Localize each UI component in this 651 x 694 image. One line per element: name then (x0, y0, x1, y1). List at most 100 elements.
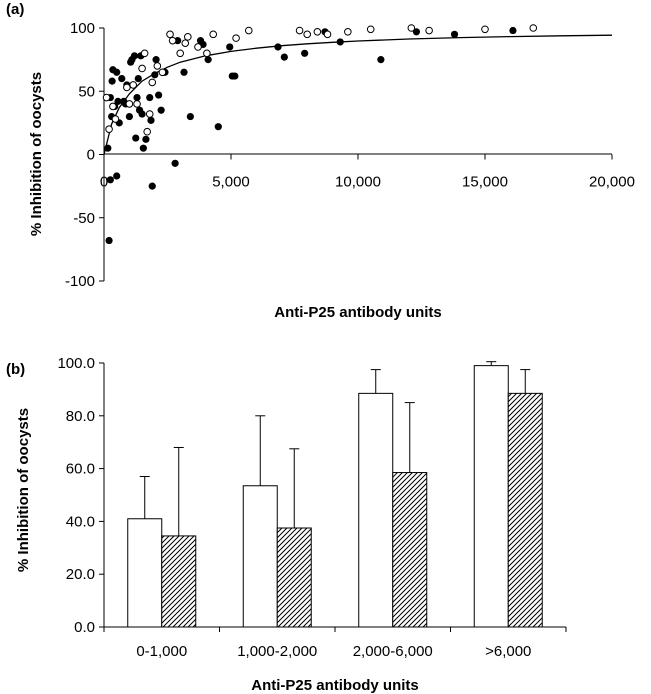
white-bar (358, 392, 394, 628)
filled-circle-point (301, 49, 309, 57)
open-circle-point (168, 36, 177, 45)
panel-b-category-label: >6,000 (485, 643, 531, 660)
filled-circle-point (125, 112, 133, 121)
panel-b-category-label: 2,000-6,000 (353, 643, 433, 660)
filled-circle-point (412, 28, 421, 36)
panel-b-x-axis-label: Anti-P25 antibody units (251, 677, 419, 694)
panel-a-y-tick-label: 100 (70, 20, 95, 37)
open-circle-point (209, 30, 218, 39)
filled-circle-point (377, 56, 385, 64)
filled-circle-point (147, 116, 155, 124)
panel-a-x-tick-label: 0 (100, 174, 108, 191)
open-circle-point (303, 30, 312, 39)
open-circle-point (148, 78, 157, 87)
open-circle-point (143, 127, 151, 136)
panel-b-y-tick-label: 60.0 (66, 461, 95, 478)
filled-circle-point (509, 26, 517, 35)
open-circle-point (176, 49, 184, 58)
open-circle-point (138, 64, 146, 73)
open-circle-point (145, 110, 154, 118)
filled-circle-point (106, 176, 114, 184)
open-circle-point (105, 125, 113, 133)
panel-b-y-tick-label: 20.0 (66, 566, 95, 583)
filled-circle-point (130, 52, 139, 60)
filled-circle-point (142, 135, 150, 143)
open-circle-point (140, 49, 149, 58)
panel-b-bar: (b) % Inhibition of oocysts Anti-P25 ant… (6, 355, 567, 694)
filled-circle-point (231, 72, 239, 80)
panel-a-y-tick-label: 0 (87, 147, 95, 164)
filled-circle-point (108, 77, 116, 85)
panel-b-y-tick-label: 80.0 (66, 408, 95, 425)
open-circle-point (125, 100, 134, 108)
open-circle-point (133, 100, 141, 108)
panel-b-label: (b) (6, 361, 25, 378)
white-bar (242, 485, 278, 628)
filled-circle-point (134, 75, 142, 83)
open-circle-point (344, 27, 352, 36)
filled-circle-point (118, 75, 126, 83)
open-circle-point (123, 83, 131, 92)
filled-circle-point (113, 172, 121, 180)
open-circle-point (232, 34, 240, 42)
panel-a-y-tick-label: -50 (73, 210, 95, 227)
panel-b-y-axis-label: % Inhibition of oocysts (15, 408, 32, 572)
filled-circle-point (157, 106, 165, 114)
panel-b-y-tick-label: 0.0 (74, 619, 95, 636)
filled-circle-point (113, 68, 121, 76)
filled-circle-point (226, 43, 234, 51)
open-circle-point (244, 26, 253, 35)
panel-a-x-tick-label: 10,000 (335, 174, 381, 191)
hatched-bar (507, 392, 543, 628)
open-circle-point (184, 33, 192, 41)
filled-circle-point (155, 91, 163, 99)
filled-circle-point (152, 56, 160, 64)
filled-circle-point (148, 182, 156, 190)
panel-b-category-label: 1,000-2,000 (237, 643, 317, 660)
panel-a-y-tick-label: -100 (65, 273, 95, 290)
open-circle-point (323, 30, 332, 39)
filled-circle-point (133, 93, 141, 102)
panel-b-category-label: 0-1,000 (136, 643, 187, 660)
filled-circle-point (214, 123, 222, 131)
open-circle-point (166, 30, 174, 39)
panel-b-y-tick-label: 100.0 (57, 355, 95, 372)
open-circle-point (111, 115, 120, 123)
open-circle-point (203, 49, 211, 58)
filled-circle-point (105, 236, 113, 245)
hatched-bar (161, 535, 197, 628)
open-circle-point (181, 39, 190, 47)
panel-a-x-axis-label: Anti-P25 antibody units (274, 304, 442, 321)
white-bar (473, 365, 509, 628)
open-circle-point (481, 25, 489, 34)
filled-circle-point (139, 144, 147, 152)
filled-circle-point (146, 93, 154, 102)
open-circle-point (407, 24, 416, 32)
filled-circle-point (114, 97, 122, 105)
filled-circle-point (171, 159, 179, 167)
panel-a-x-tick-label: 5,000 (212, 174, 250, 191)
panel-a-x-tick-label: 20,000 (589, 174, 635, 191)
open-circle-point (102, 93, 111, 102)
open-circle-point (194, 43, 202, 51)
panel-b-y-tick-label: 40.0 (66, 513, 95, 530)
open-circle-point (425, 26, 433, 35)
open-circle-point (109, 102, 117, 111)
panel-a-x-tick-label: 15,000 (462, 174, 508, 191)
filled-circle-point (104, 144, 112, 152)
filled-circle-point (204, 56, 212, 64)
filled-circle-point (186, 112, 194, 121)
open-circle-point (295, 26, 304, 35)
open-circle-point (129, 81, 138, 89)
white-bar (127, 518, 163, 628)
hatched-bar (392, 472, 428, 628)
filled-circle-point (280, 53, 288, 61)
filled-circle-point (132, 134, 140, 142)
panel-a-y-tick-label: 50 (78, 83, 95, 100)
open-circle-point (529, 24, 538, 32)
panel-a-scatter: (a) % Inhibition of oocysts Anti-P25 ant… (6, 1, 635, 321)
panel-a-y-axis-label: % Inhibition of oocysts (28, 72, 45, 236)
filled-circle-point (180, 68, 188, 76)
filled-circle-point (274, 43, 282, 51)
